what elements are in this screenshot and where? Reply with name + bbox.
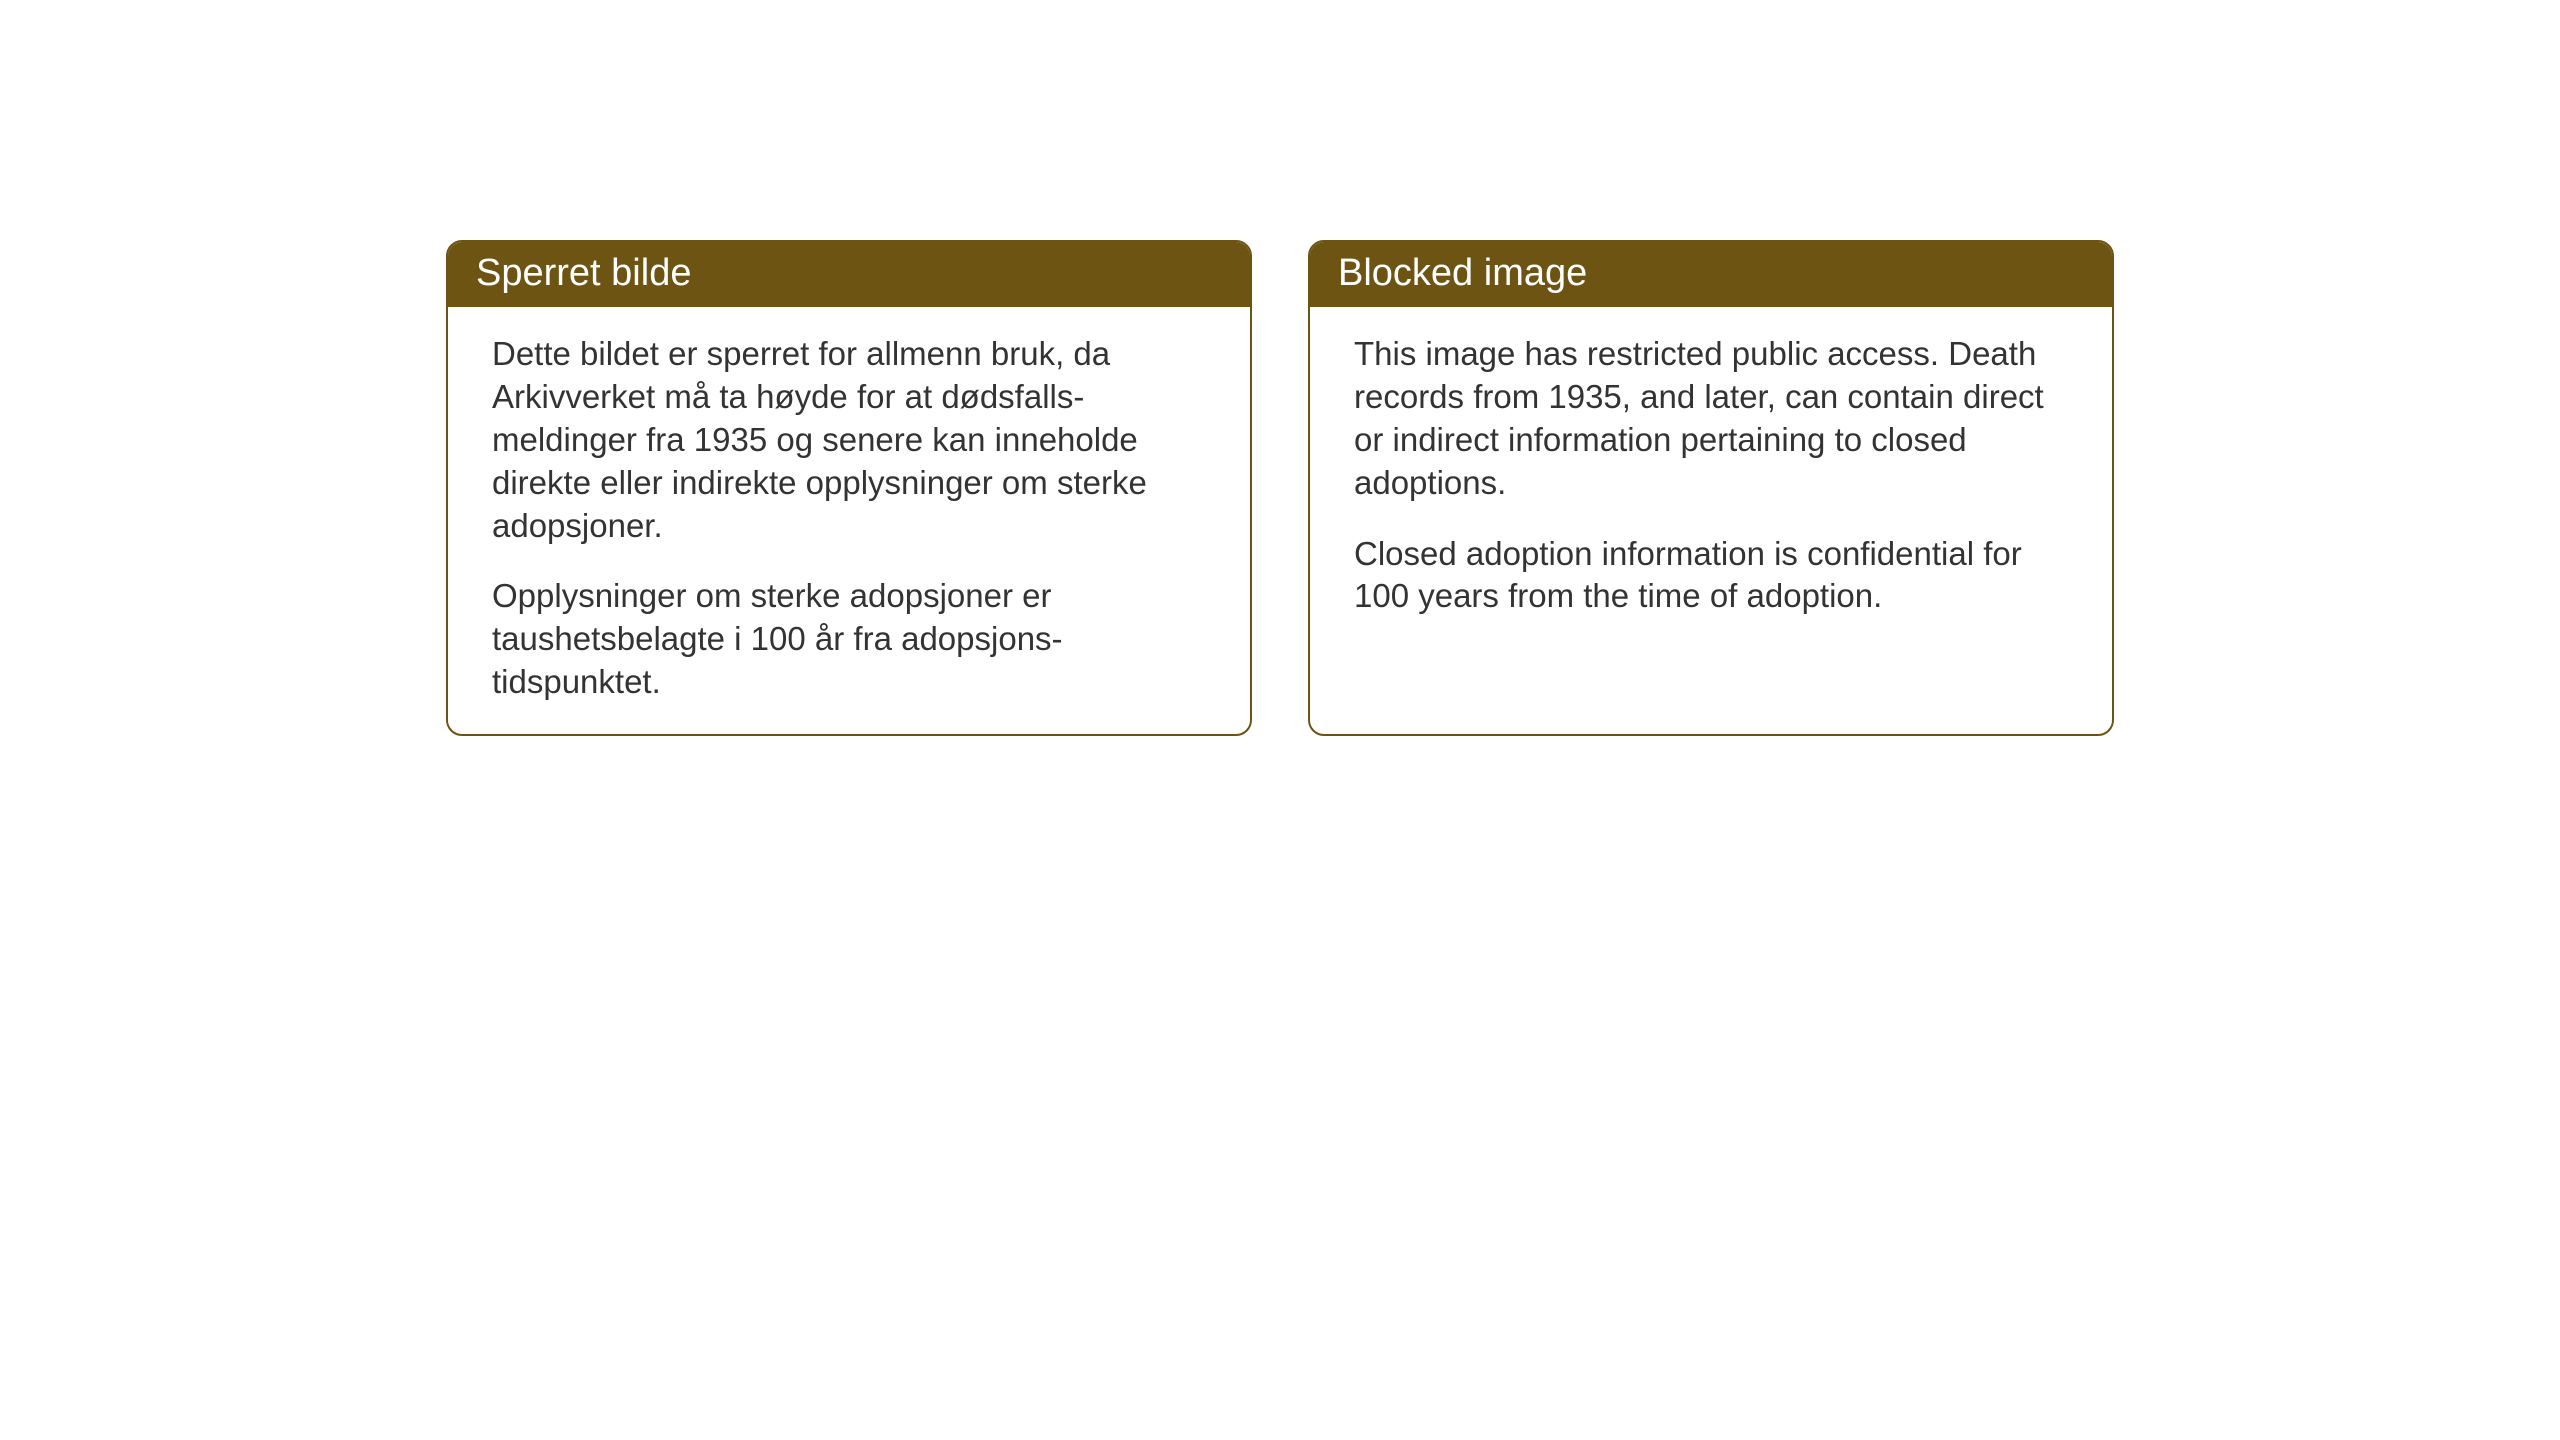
card-english: Blocked image This image has restricted … <box>1308 240 2114 736</box>
card-paragraph-english-2: Closed adoption information is confident… <box>1354 533 2068 619</box>
cards-container: Sperret bilde Dette bildet er sperret fo… <box>446 240 2114 736</box>
card-paragraph-norwegian-2: Opplysninger om sterke adopsjoner er tau… <box>492 575 1206 704</box>
card-title-english: Blocked image <box>1338 252 1587 294</box>
card-header-norwegian: Sperret bilde <box>448 242 1250 307</box>
card-paragraph-english-1: This image has restricted public access.… <box>1354 333 2068 505</box>
card-body-english: This image has restricted public access.… <box>1310 307 2112 718</box>
card-paragraph-norwegian-1: Dette bildet er sperret for allmenn bruk… <box>492 333 1206 547</box>
card-header-english: Blocked image <box>1310 242 2112 307</box>
card-title-norwegian: Sperret bilde <box>476 252 691 294</box>
card-norwegian: Sperret bilde Dette bildet er sperret fo… <box>446 240 1252 736</box>
card-body-norwegian: Dette bildet er sperret for allmenn bruk… <box>448 307 1250 734</box>
